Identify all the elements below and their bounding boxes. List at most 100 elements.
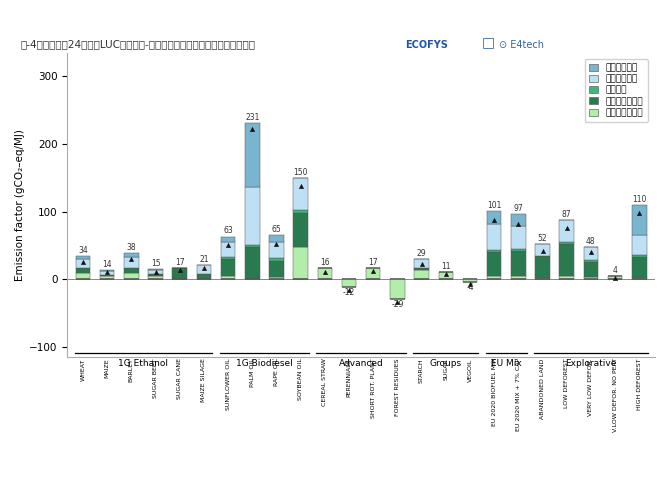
Bar xyxy=(487,211,501,224)
Bar xyxy=(269,277,283,279)
Y-axis label: Emission factor (gCO₂–eq/MJ): Emission factor (gCO₂–eq/MJ) xyxy=(15,129,25,281)
Bar xyxy=(269,235,283,242)
Text: Explorative: Explorative xyxy=(565,359,616,368)
Bar xyxy=(487,224,501,250)
Bar xyxy=(535,244,550,256)
Bar xyxy=(439,272,453,279)
Text: ⊙ E4tech: ⊙ E4tech xyxy=(499,40,544,50)
Text: 21: 21 xyxy=(199,255,208,264)
Bar xyxy=(100,269,115,271)
Bar xyxy=(76,259,90,268)
Bar xyxy=(511,214,525,226)
Bar xyxy=(608,276,622,279)
Bar xyxy=(632,255,647,257)
Bar xyxy=(535,256,550,278)
Text: -4: -4 xyxy=(466,283,474,292)
Bar xyxy=(584,260,598,262)
Bar xyxy=(221,257,235,259)
Bar xyxy=(632,205,647,235)
Bar xyxy=(100,276,115,279)
Bar xyxy=(245,245,259,247)
Bar xyxy=(559,244,574,276)
Text: ECOFYS: ECOFYS xyxy=(405,40,448,50)
Bar xyxy=(487,252,501,276)
Bar xyxy=(221,237,235,242)
Bar xyxy=(414,267,429,270)
Text: 52: 52 xyxy=(538,234,547,243)
Bar xyxy=(293,213,308,247)
Bar xyxy=(76,268,90,273)
Text: 38: 38 xyxy=(127,244,136,252)
Text: 14: 14 xyxy=(103,259,112,268)
Bar xyxy=(463,279,477,282)
Bar xyxy=(293,210,308,213)
Text: 34: 34 xyxy=(78,246,88,255)
Bar xyxy=(632,278,647,279)
Text: 17: 17 xyxy=(369,257,378,266)
Bar xyxy=(366,267,381,279)
Bar xyxy=(124,253,139,257)
Bar xyxy=(390,279,405,299)
Bar xyxy=(100,271,115,275)
Bar xyxy=(245,187,259,245)
Text: 101: 101 xyxy=(487,201,501,210)
Bar xyxy=(584,262,598,277)
Text: 110: 110 xyxy=(632,195,647,204)
Text: 231: 231 xyxy=(245,113,259,122)
Text: 17: 17 xyxy=(175,257,184,266)
Bar xyxy=(414,259,429,267)
Bar xyxy=(148,274,163,276)
Bar xyxy=(487,250,501,252)
Bar xyxy=(584,277,598,279)
Bar xyxy=(245,247,259,279)
Bar xyxy=(511,251,525,276)
Text: 16: 16 xyxy=(320,258,330,267)
Bar xyxy=(269,258,283,261)
Text: 150: 150 xyxy=(293,167,308,177)
Bar xyxy=(293,247,308,279)
Text: 87: 87 xyxy=(562,210,572,219)
Text: 48: 48 xyxy=(586,237,596,246)
Bar xyxy=(535,278,550,279)
Bar xyxy=(221,259,235,276)
Bar xyxy=(269,261,283,277)
Bar xyxy=(124,273,139,279)
Text: 4: 4 xyxy=(612,266,618,275)
Bar xyxy=(559,242,574,244)
Bar xyxy=(148,269,163,270)
Bar xyxy=(148,270,163,274)
Bar xyxy=(487,276,501,279)
Text: 1G Ethanol: 1G Ethanol xyxy=(119,359,168,368)
Bar xyxy=(318,268,332,279)
Legend: 泥炎地の酸化, 土壌有機炭素, 森林復帰, 自然植生の変換, 農業バイオマス: 泥炎地の酸化, 土壌有機炭素, 森林復帰, 自然植生の変換, 農業バイオマス xyxy=(585,59,647,122)
Bar xyxy=(632,257,647,278)
Text: □: □ xyxy=(482,36,494,50)
Text: 11: 11 xyxy=(441,261,450,271)
Bar xyxy=(414,270,429,279)
Bar xyxy=(632,235,647,255)
Text: 63: 63 xyxy=(223,227,233,236)
Bar xyxy=(221,242,235,257)
Text: EU Mix: EU Mix xyxy=(491,359,522,368)
Bar xyxy=(172,267,187,279)
Bar xyxy=(511,249,525,251)
Bar xyxy=(293,178,308,210)
Bar xyxy=(245,123,259,187)
Bar xyxy=(76,256,90,259)
Bar xyxy=(511,226,525,249)
Text: Groups: Groups xyxy=(429,359,462,368)
Bar xyxy=(559,276,574,279)
Text: 1G Biodiesel: 1G Biodiesel xyxy=(236,359,293,368)
Bar xyxy=(584,247,598,260)
Bar xyxy=(197,265,211,274)
Bar xyxy=(559,220,574,242)
Text: 97: 97 xyxy=(513,203,523,213)
Text: 65: 65 xyxy=(271,225,281,234)
Bar xyxy=(221,276,235,279)
Text: -29: -29 xyxy=(391,300,403,309)
Text: Advanced: Advanced xyxy=(339,359,383,368)
Bar xyxy=(148,276,163,279)
Text: 15: 15 xyxy=(151,259,160,268)
Bar xyxy=(124,267,139,273)
Bar xyxy=(269,242,283,258)
